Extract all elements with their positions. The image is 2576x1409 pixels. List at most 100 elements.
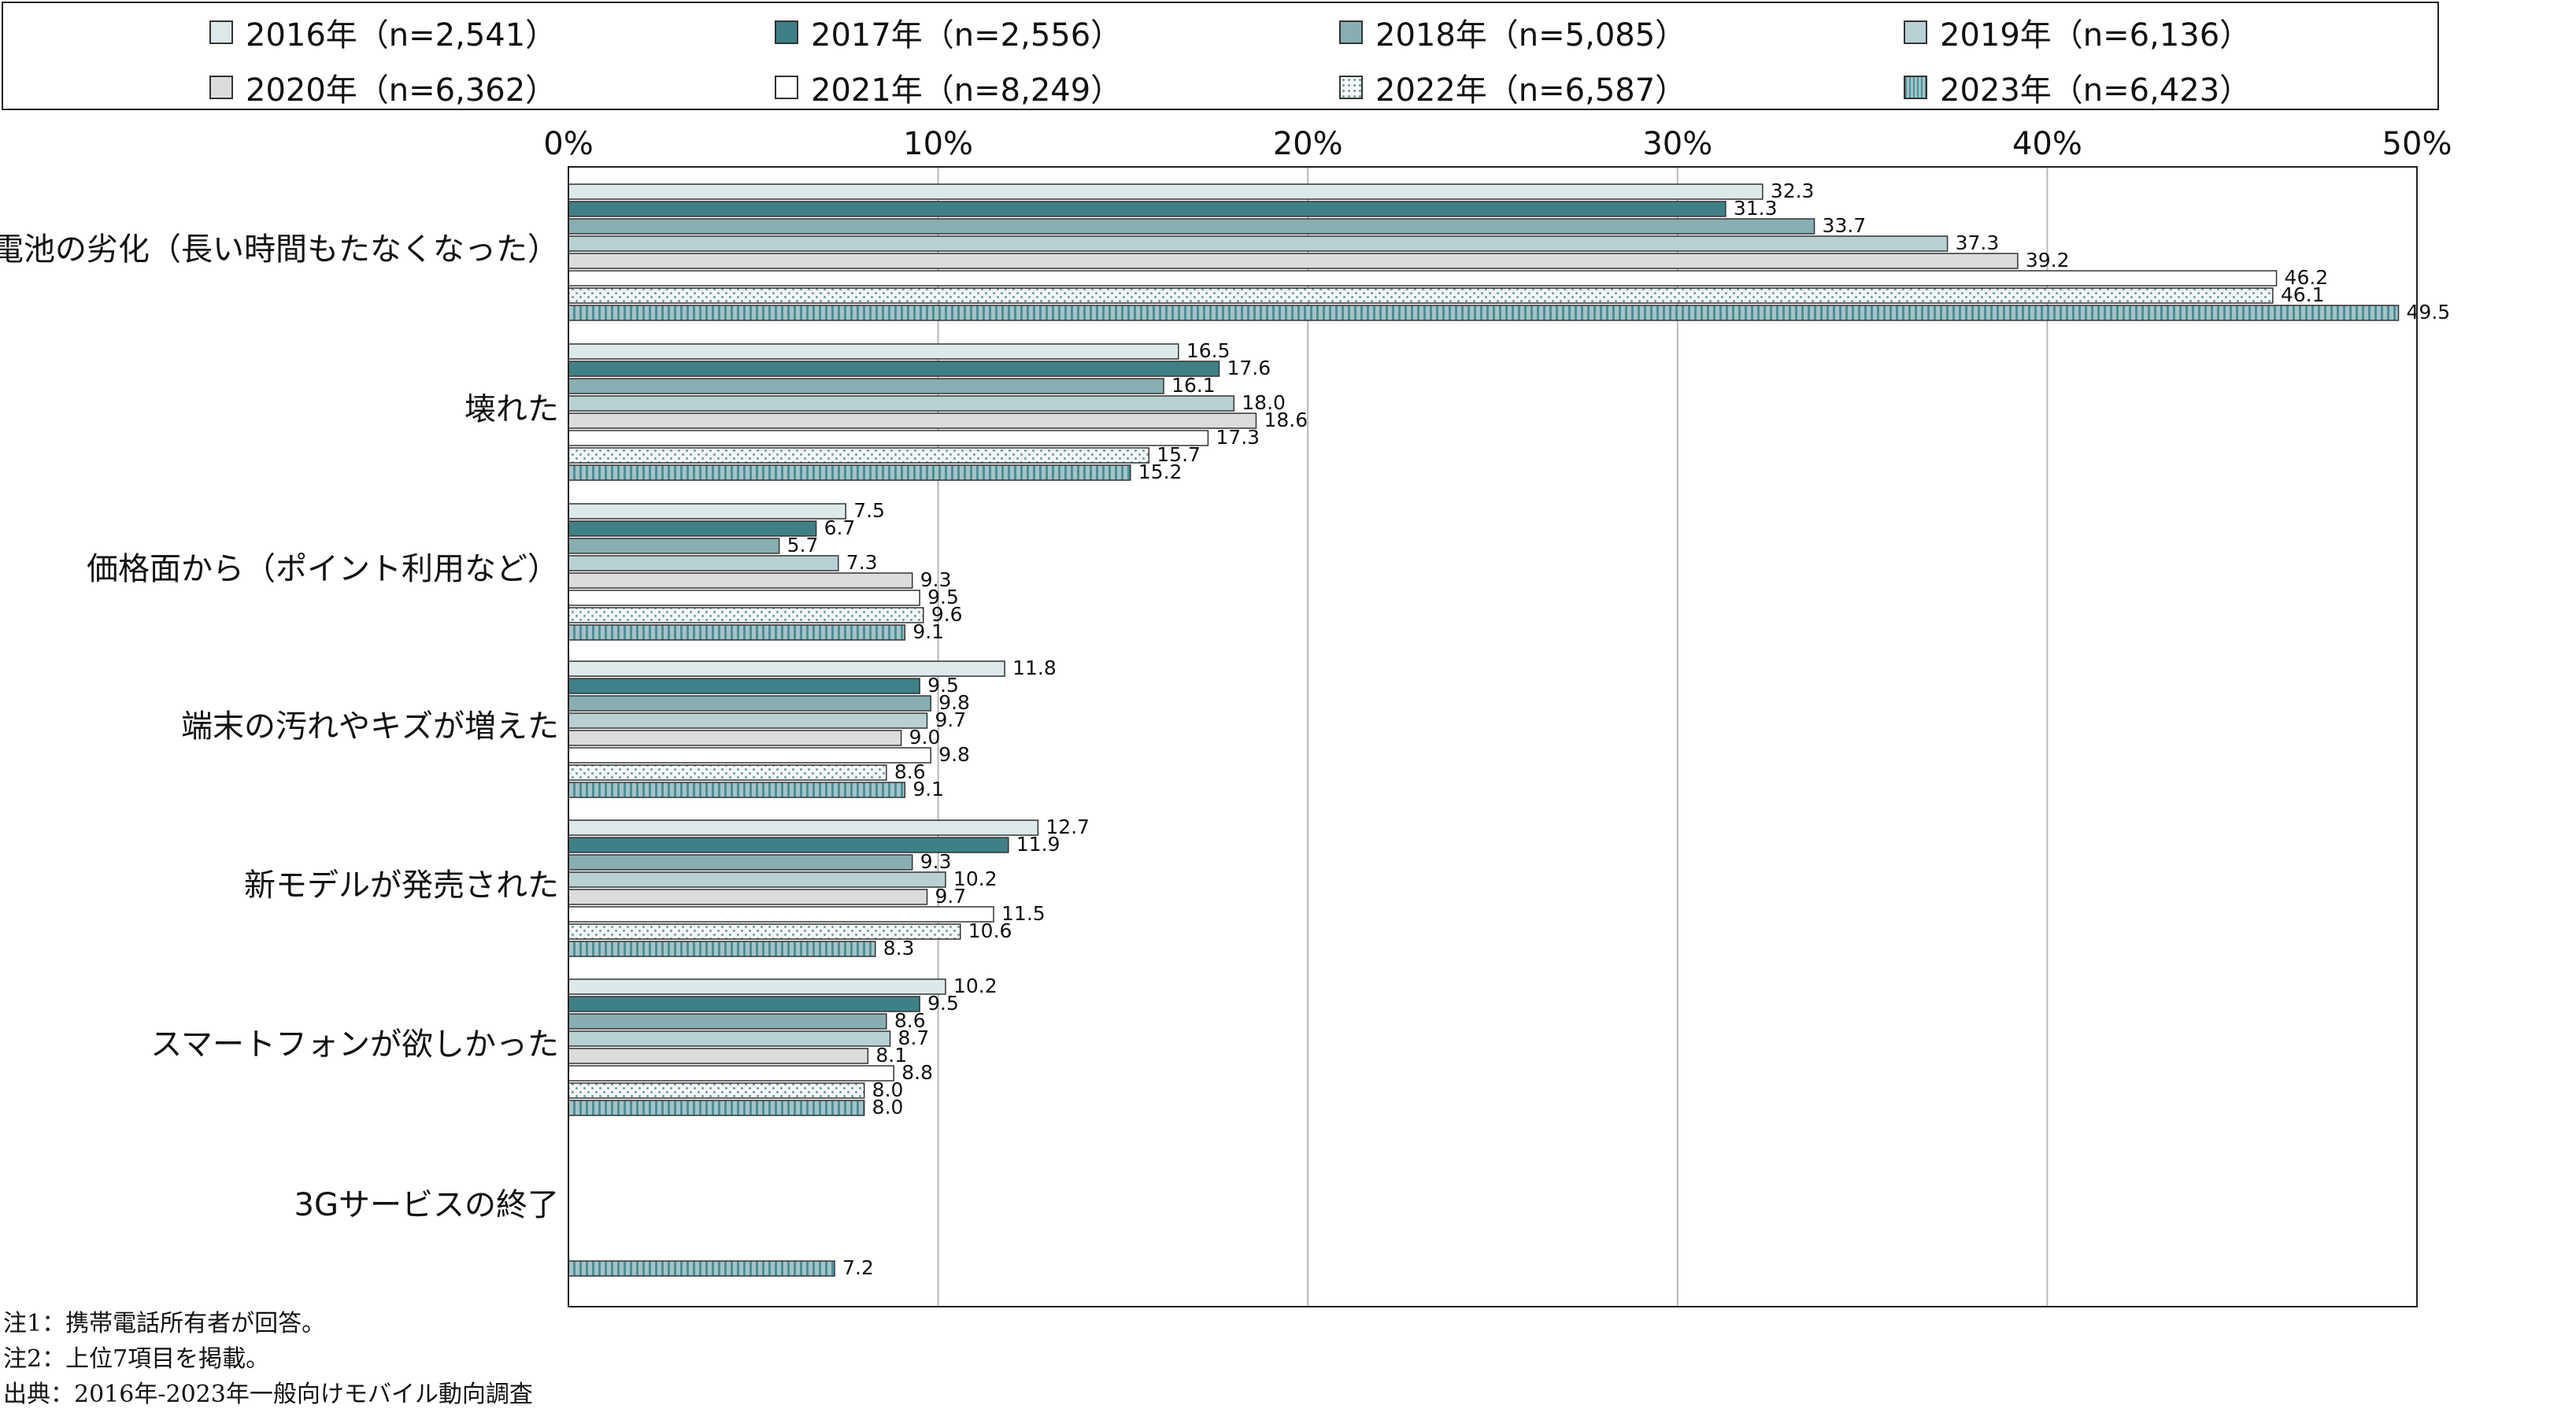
- data-label: 9.8: [938, 691, 970, 714]
- data-label: 10.2: [953, 867, 997, 890]
- bar: [568, 287, 2274, 304]
- category-label: 価格面から（ポイント利用など）: [87, 551, 559, 587]
- data-label: 17.6: [1227, 357, 1271, 379]
- legend-label: 2017年（n=2,556）: [811, 17, 1123, 54]
- legend-item: 2022年（n=6,587）: [1339, 68, 1686, 109]
- bar: [568, 782, 906, 798]
- bar: [568, 712, 928, 729]
- legend-item: 2018年（n=5,085）: [1339, 13, 1686, 54]
- bar: [568, 941, 876, 957]
- data-label: 9.5: [927, 674, 959, 697]
- data-label: 8.6: [894, 760, 926, 783]
- data-label: 8.0: [872, 1078, 904, 1101]
- data-label: 18.0: [1242, 391, 1286, 414]
- bar: [568, 270, 2278, 287]
- bar: [568, 555, 839, 571]
- data-label: 8.0: [872, 1096, 904, 1119]
- bar: [568, 361, 1220, 377]
- legend-swatch: [775, 20, 798, 44]
- bar: [568, 747, 931, 764]
- bar: [568, 412, 1257, 429]
- bar: [568, 520, 817, 537]
- data-label: 46.1: [2281, 283, 2325, 306]
- bar: [568, 1065, 894, 1082]
- bar: [568, 764, 887, 781]
- bar: [568, 430, 1209, 446]
- bar: [568, 447, 1150, 464]
- x-tick-label: 50%: [2382, 126, 2452, 162]
- data-label: 9.1: [912, 778, 944, 801]
- legend-label: 2023年（n=6,423）: [1940, 72, 2252, 109]
- data-label: 9.7: [935, 708, 967, 731]
- bar: [568, 889, 928, 905]
- legend-swatch: [1339, 20, 1363, 44]
- data-label: 32.3: [1771, 179, 1815, 202]
- bar: [568, 378, 1164, 394]
- legend-swatch: [775, 76, 798, 99]
- bar: [568, 235, 1949, 252]
- bar: [568, 305, 2400, 321]
- bar: [568, 1013, 887, 1030]
- data-label: 7.3: [846, 551, 878, 574]
- data-label: 9.5: [927, 992, 959, 1015]
- data-label: 39.2: [2026, 249, 2070, 272]
- legend-swatch: [209, 76, 233, 99]
- gridlines: [937, 167, 2049, 1307]
- note-2: 注2：上位7項目を掲載。: [3, 1345, 270, 1373]
- legend-item: 2019年（n=6,136）: [1904, 13, 2251, 54]
- data-label: 31.3: [1734, 197, 1778, 220]
- data-label: 18.6: [1264, 409, 1308, 431]
- legend-item: 2021年（n=8,249）: [775, 68, 1123, 109]
- bar: [568, 1082, 865, 1099]
- data-label: 8.1: [875, 1044, 907, 1067]
- bar: [568, 1048, 869, 1064]
- data-label: 16.5: [1186, 339, 1231, 362]
- value-labels: 32.3 16.5 7.5 11.8 12.7 10.2 31.3 17.6 6.7 9.5 11.…: [787, 179, 2451, 1279]
- legend-label: 2021年（n=8,249）: [811, 72, 1123, 109]
- bar: [568, 343, 1179, 360]
- data-label: 5.7: [787, 534, 819, 557]
- bar: [568, 607, 924, 623]
- data-label: 9.3: [920, 568, 952, 591]
- legend-label: 2019年（n=6,136）: [1940, 17, 2252, 54]
- legend-item: 2023年（n=6,423）: [1904, 68, 2252, 109]
- data-label: 10.6: [968, 919, 1012, 942]
- category-label: 端末の汚れやキズが増えた: [181, 708, 559, 745]
- data-label: 16.1: [1171, 374, 1216, 397]
- bar: [568, 1260, 835, 1277]
- data-label: 8.6: [894, 1009, 926, 1032]
- data-label: 9.6: [931, 603, 963, 626]
- legend-swatch: [1904, 76, 1927, 99]
- data-label: 8.7: [898, 1026, 930, 1049]
- legend-label: 2020年（n=6,362）: [246, 72, 557, 109]
- data-label: 8.3: [883, 937, 915, 960]
- data-label: 10.2: [953, 974, 997, 997]
- note-1: 注1：携帯電話所有者が回答。: [3, 1310, 326, 1337]
- data-label: 15.2: [1138, 460, 1183, 483]
- legend-item: 2020年（n=6,362）: [209, 68, 557, 109]
- bar: [568, 996, 920, 1012]
- category-label: 3Gサービスの終了: [294, 1187, 559, 1223]
- x-tick-label: 20%: [1273, 126, 1343, 162]
- bar: [568, 464, 1131, 481]
- bar: [568, 730, 902, 746]
- bar: [568, 201, 1727, 217]
- bar: [568, 572, 913, 589]
- bar: [568, 978, 946, 995]
- data-label: 37.3: [1956, 231, 2000, 254]
- data-label: 8.8: [901, 1061, 933, 1084]
- data-label: 7.2: [842, 1256, 874, 1279]
- bar: [568, 1030, 891, 1047]
- axes: 0% 10% 20% 30% 40% 50% 電池の劣化（長い時間もたなくなった） 壊れた価格…: [0, 126, 2452, 1307]
- legend-label: 2016年（n=2,541）: [246, 17, 557, 54]
- source-note: 出典：2016年-2023年一般向けモバイル動向調査: [3, 1381, 533, 1408]
- data-label: 11.8: [1012, 656, 1057, 679]
- bar: [568, 183, 1764, 200]
- data-label: 49.5: [2407, 301, 2451, 324]
- data-label: 46.2: [2285, 266, 2329, 289]
- legend-item: 2017年（n=2,556）: [775, 13, 1122, 54]
- data-label: 12.7: [1046, 815, 1090, 838]
- data-label: 17.3: [1216, 426, 1260, 449]
- bar: [568, 624, 906, 641]
- data-label: 9.7: [935, 885, 967, 908]
